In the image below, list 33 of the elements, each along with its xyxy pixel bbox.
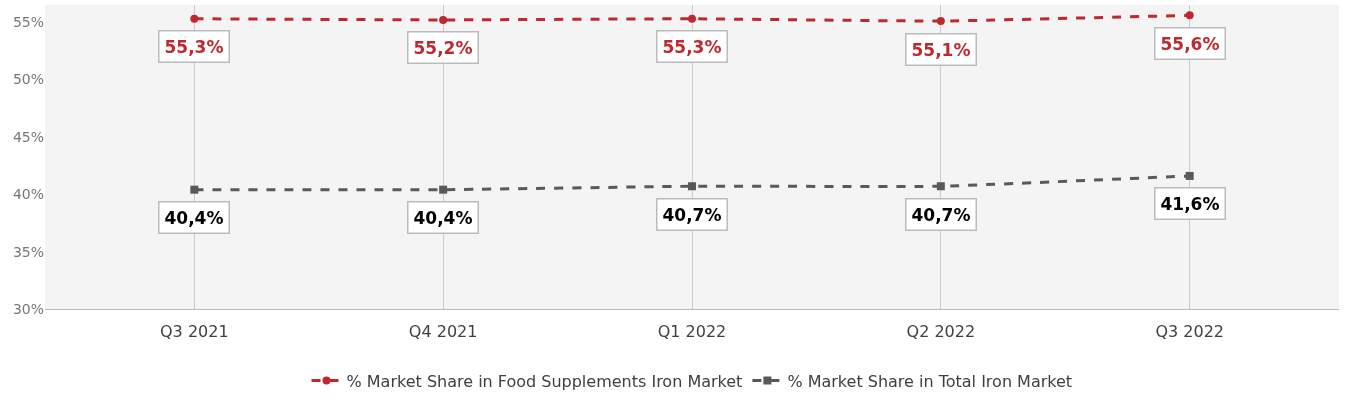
x-tick-label: Q1 2022	[657, 322, 727, 342]
data-label: 55,2%	[413, 37, 473, 58]
y-tick-label: 55%	[12, 14, 44, 31]
data-label: 40,4%	[164, 207, 224, 228]
x-tick-label: Q2 2022	[906, 322, 976, 342]
x-tick-label: Q3 2021	[160, 322, 229, 342]
y-tick-label: 40%	[12, 186, 44, 203]
point	[439, 15, 448, 24]
point	[190, 185, 199, 194]
point	[190, 14, 199, 23]
x-tick-label: Q4 2021	[408, 322, 478, 342]
point	[688, 14, 696, 23]
point	[936, 182, 945, 191]
legend-label: % Market Share in Total Iron Market	[787, 371, 1073, 391]
point	[688, 182, 696, 191]
point	[1185, 171, 1194, 180]
point	[936, 17, 945, 26]
x-tick-label: Q3 2022	[1155, 322, 1224, 342]
y-tick-label: 30%	[12, 300, 44, 317]
legend-label: % Market Share in Food Supplements Iron Market	[346, 371, 743, 391]
data-label: 41,6%	[1160, 193, 1220, 214]
point	[439, 185, 448, 194]
data-label: 55,3%	[164, 36, 224, 57]
point	[1185, 11, 1194, 20]
data-label: 55,3%	[662, 36, 722, 57]
data-label: 55,6%	[1160, 33, 1220, 54]
y-tick-label: 45%	[12, 128, 44, 145]
data-label: 40,7%	[662, 204, 722, 225]
data-label: 40,7%	[911, 204, 971, 225]
y-tick-label: 35%	[12, 243, 44, 260]
y-tick-label: 50%	[12, 71, 44, 88]
data-label: 40,4%	[413, 207, 473, 228]
data-label: 55,1%	[911, 39, 971, 60]
